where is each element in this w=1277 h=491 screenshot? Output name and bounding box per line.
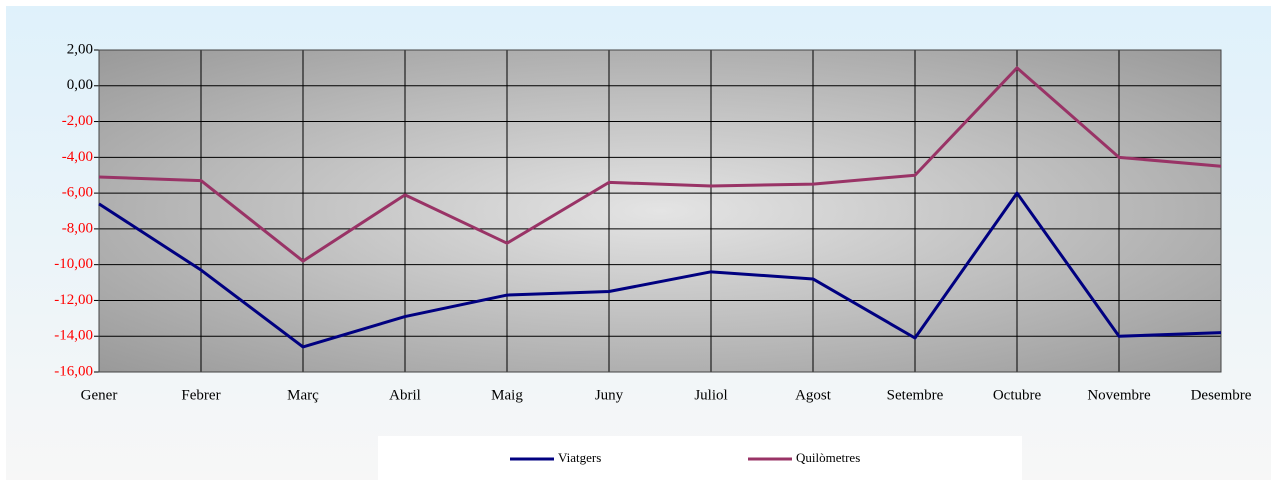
legend-label: Quilòmetres	[796, 450, 860, 465]
y-tick-label: -10,00	[54, 256, 93, 272]
legend-label: Viatgers	[558, 450, 601, 465]
x-tick-label: Juliol	[694, 387, 727, 403]
y-tick-label: -2,00	[62, 113, 93, 129]
line-series	[98, 191, 1222, 349]
y-tick-label: -14,00	[54, 328, 93, 344]
x-tick-label: Gener	[81, 387, 118, 403]
y-tick-label: -12,00	[54, 292, 93, 308]
line-series	[98, 66, 1222, 263]
y-tick-label: -16,00	[54, 363, 93, 379]
y-tick-label: 0,00	[67, 77, 93, 93]
y-tick-label: 2,00	[67, 41, 93, 57]
x-tick-label: Desembre	[1191, 387, 1252, 403]
x-tick-label: Març	[287, 387, 319, 403]
y-tick-label: -8,00	[62, 220, 93, 236]
x-tick-label: Febrer	[181, 387, 220, 403]
x-tick-label: Abril	[389, 387, 421, 403]
x-tick-label: Maig	[491, 387, 523, 403]
plot-border	[98, 49, 1222, 373]
legend-box	[378, 436, 1022, 482]
y-tick-label: -6,00	[62, 185, 93, 201]
x-tick-label: Octubre	[993, 387, 1042, 403]
y-tick-label: -4,00	[62, 149, 93, 165]
x-tick-label: Agost	[795, 387, 832, 403]
x-tick-label: Novembre	[1087, 387, 1151, 403]
plot-area	[99, 50, 1221, 372]
x-tick-label: Juny	[595, 387, 624, 403]
x-tick-label: Setembre	[887, 387, 944, 403]
